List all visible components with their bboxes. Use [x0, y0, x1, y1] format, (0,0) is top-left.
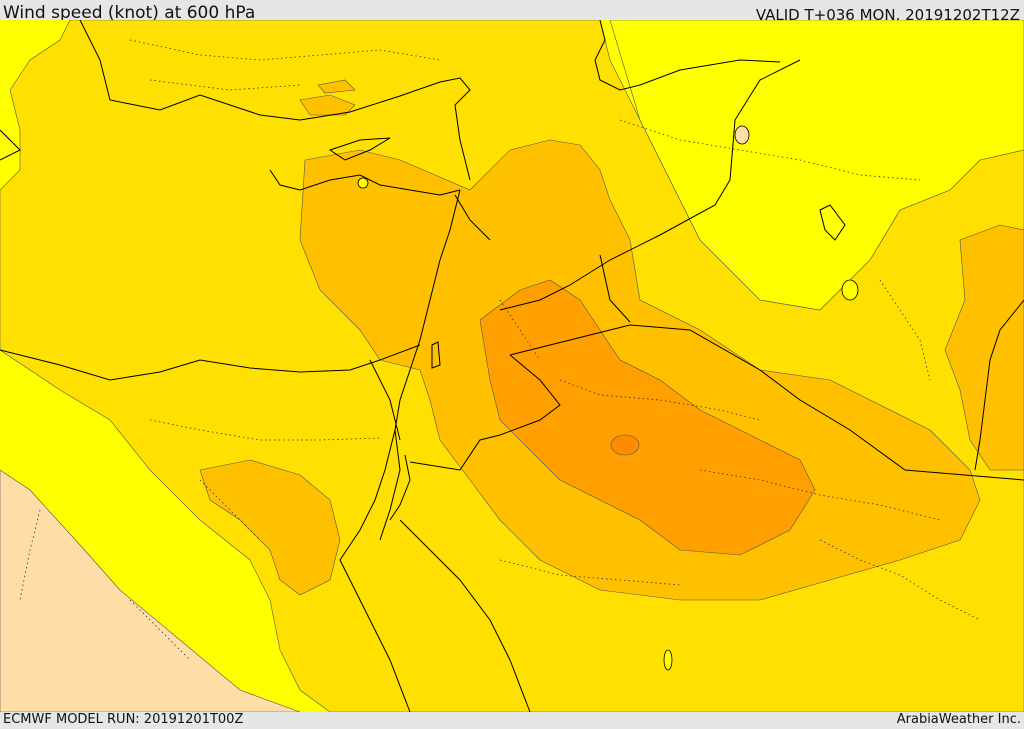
wind-band-amber-patch-n	[299, 94, 356, 116]
model-run-label: ECMWF MODEL RUN: 20191201T00Z	[3, 712, 244, 727]
coastlines	[0, 20, 1024, 712]
credit-label: ArabiaWeather Inc.	[896, 712, 1021, 727]
calm-region-sw	[0, 469, 301, 712]
wind-band-amber-east	[944, 224, 1024, 471]
wind-band-light-ne	[609, 20, 1024, 311]
wind-band-amber-sinai	[199, 459, 341, 596]
map-title: Wind speed (knot) at 600 hPa	[3, 3, 256, 23]
admin-boundaries	[19, 39, 981, 661]
valid-time-label: VALID T+036 MON. 20191202T12Z	[755, 6, 1020, 24]
wind-band-amber-patch-n2	[317, 79, 356, 94]
minor-features	[357, 125, 859, 671]
country-borders	[369, 59, 1024, 481]
wind-band-orange	[479, 279, 816, 556]
wind-speed-map	[0, 20, 1024, 712]
wind-band-max	[610, 434, 640, 456]
